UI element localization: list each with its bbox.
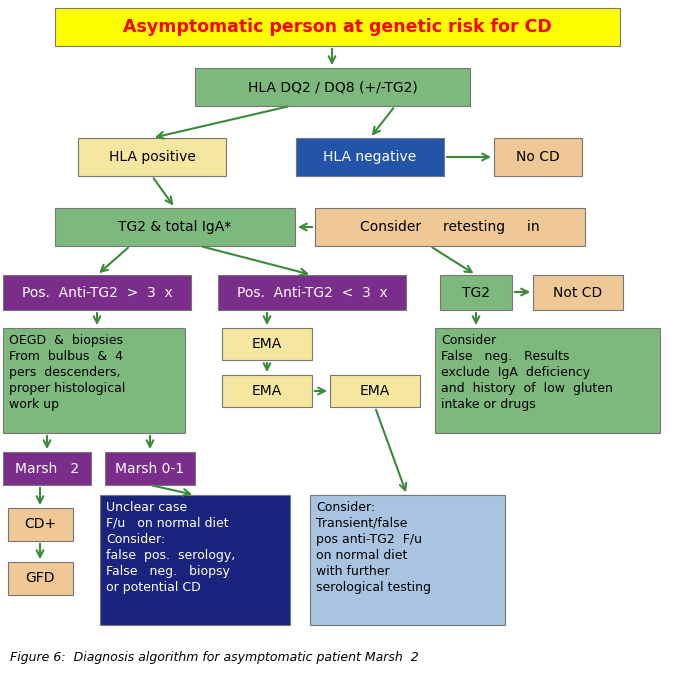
FancyBboxPatch shape	[330, 375, 420, 407]
Text: OEGD  &  biopsies
From  bulbus  &  4
pers  descenders,
proper histological
work : OEGD & biopsies From bulbus & 4 pers des…	[9, 334, 126, 411]
FancyBboxPatch shape	[296, 138, 444, 176]
FancyBboxPatch shape	[105, 452, 195, 485]
FancyBboxPatch shape	[222, 328, 312, 360]
Text: No CD: No CD	[516, 150, 560, 164]
FancyBboxPatch shape	[195, 68, 470, 106]
FancyBboxPatch shape	[494, 138, 582, 176]
Text: Consider:
Transient/false
pos anti-TG2  F/u
on normal diet
with further
serologi: Consider: Transient/false pos anti-TG2 F…	[316, 501, 431, 594]
Text: EMA: EMA	[252, 337, 282, 351]
Text: Not CD: Not CD	[553, 285, 603, 300]
Text: HLA positive: HLA positive	[109, 150, 196, 164]
FancyBboxPatch shape	[440, 275, 512, 310]
Text: Consider
False   neg.   Results
exclude  IgA  deficiency
and  history  of  low  : Consider False neg. Results exclude IgA …	[441, 334, 613, 411]
FancyBboxPatch shape	[8, 508, 73, 541]
Text: Pos.  Anti-TG2  >  3  x: Pos. Anti-TG2 > 3 x	[22, 285, 172, 300]
Text: Consider     retesting     in: Consider retesting in	[360, 220, 540, 234]
Text: Asymptomatic person at genetic risk for CD: Asymptomatic person at genetic risk for …	[123, 18, 552, 36]
FancyBboxPatch shape	[55, 8, 620, 46]
Text: EMA: EMA	[360, 384, 390, 398]
FancyBboxPatch shape	[100, 495, 290, 625]
Text: Unclear case
F/u   on normal diet
Consider:
false  pos.  serology,
False   neg. : Unclear case F/u on normal diet Consider…	[106, 501, 235, 594]
FancyBboxPatch shape	[78, 138, 226, 176]
FancyBboxPatch shape	[55, 208, 295, 246]
FancyBboxPatch shape	[3, 452, 91, 485]
FancyBboxPatch shape	[222, 375, 312, 407]
FancyBboxPatch shape	[533, 275, 623, 310]
FancyBboxPatch shape	[3, 328, 185, 433]
Text: GFD: GFD	[26, 571, 55, 586]
Text: EMA: EMA	[252, 384, 282, 398]
Text: Marsh 0-1: Marsh 0-1	[115, 462, 185, 475]
Text: HLA negative: HLA negative	[323, 150, 417, 164]
FancyBboxPatch shape	[435, 328, 660, 433]
Text: CD+: CD+	[24, 518, 56, 532]
Text: TG2 & total IgA*: TG2 & total IgA*	[118, 220, 232, 234]
Text: TG2: TG2	[462, 285, 490, 300]
FancyBboxPatch shape	[8, 562, 73, 595]
FancyBboxPatch shape	[218, 275, 406, 310]
Text: Pos.  Anti-TG2  <  3  x: Pos. Anti-TG2 < 3 x	[236, 285, 388, 300]
Text: Marsh   2: Marsh 2	[15, 462, 79, 475]
FancyBboxPatch shape	[315, 208, 585, 246]
FancyBboxPatch shape	[3, 275, 191, 310]
Text: HLA DQ2 / DQ8 (+/-TG2): HLA DQ2 / DQ8 (+/-TG2)	[248, 80, 418, 94]
FancyBboxPatch shape	[310, 495, 505, 625]
Text: Figure 6:  Diagnosis algorithm for asymptomatic patient Marsh  2: Figure 6: Diagnosis algorithm for asympt…	[10, 652, 419, 664]
